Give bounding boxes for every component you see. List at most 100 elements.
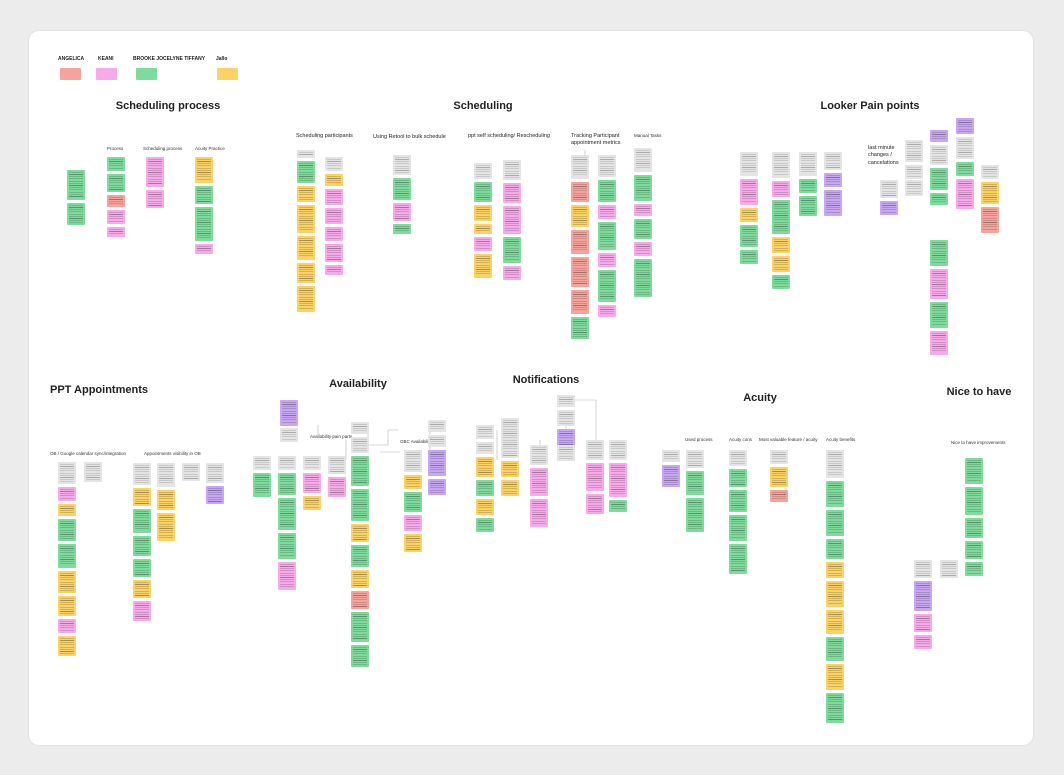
sticky-note-green[interactable] [67, 203, 85, 225]
sticky-note-gray[interactable] [404, 450, 422, 472]
sticky-note-green[interactable] [930, 193, 948, 205]
sticky-note-gray[interactable] [328, 456, 346, 474]
sticky-note-purple[interactable] [280, 400, 298, 426]
sticky-note-yellow[interactable] [297, 186, 315, 202]
sticky-note-green[interactable] [799, 179, 817, 193]
sticky-note-pink[interactable] [325, 189, 343, 205]
sticky-note-green[interactable] [740, 250, 758, 264]
sticky-note-gray[interactable] [981, 165, 999, 179]
sticky-note-yellow[interactable] [476, 499, 494, 515]
sticky-note-red[interactable] [571, 230, 589, 254]
sticky-note-green[interactable] [740, 225, 758, 247]
sticky-note-gray[interactable] [598, 155, 616, 177]
sticky-note-gray[interactable] [905, 165, 923, 179]
sticky-note-gray[interactable] [905, 180, 923, 196]
section-title-scheduling[interactable]: Scheduling [453, 100, 513, 112]
sticky-note-red[interactable] [351, 591, 369, 609]
sticky-note-green[interactable] [634, 175, 652, 201]
section-title-notifications[interactable]: Notifications [512, 374, 580, 386]
sticky-note-pink[interactable] [107, 210, 125, 224]
sticky-note-pink[interactable] [598, 253, 616, 267]
sticky-note-gray[interactable] [351, 422, 369, 434]
sticky-note-yellow[interactable] [303, 496, 321, 510]
sticky-note-yellow[interactable] [476, 457, 494, 477]
sticky-note-green[interactable] [476, 480, 494, 496]
sticky-note-purple[interactable] [880, 201, 898, 215]
sticky-note-green[interactable] [571, 317, 589, 339]
sticky-note-green[interactable] [965, 562, 983, 576]
sticky-note-gray[interactable] [824, 152, 842, 170]
sticky-note-pink[interactable] [146, 157, 164, 187]
sticky-note-gray[interactable] [297, 150, 315, 158]
sticky-note-yellow[interactable] [826, 562, 844, 578]
sticky-note-green[interactable] [253, 473, 271, 497]
sticky-note-green[interactable] [598, 222, 616, 250]
sticky-note-green[interactable] [772, 200, 790, 234]
sticky-note-yellow[interactable] [133, 580, 151, 598]
sticky-note-green[interactable] [826, 539, 844, 559]
sticky-note-gray[interactable] [303, 456, 321, 470]
sticky-note-purple[interactable] [428, 450, 446, 476]
sticky-note-gray[interactable] [133, 463, 151, 485]
section-title-nice-to-have[interactable]: Nice to have [946, 386, 1012, 398]
sticky-note-pink[interactable] [609, 463, 627, 497]
sticky-note-yellow[interactable] [501, 461, 519, 477]
sticky-note-gray[interactable] [351, 437, 369, 453]
sticky-note-gray[interactable] [428, 420, 446, 432]
sticky-note-gray[interactable] [880, 180, 898, 198]
sticky-note-pink[interactable] [303, 473, 321, 493]
sticky-note-gray[interactable] [772, 152, 790, 178]
sticky-note-gray[interactable] [940, 560, 958, 578]
sticky-note-green[interactable] [393, 224, 411, 234]
sticky-note-purple[interactable] [956, 118, 974, 134]
sticky-note-gray[interactable] [253, 456, 271, 470]
sticky-note-pink[interactable] [107, 227, 125, 237]
sticky-note-yellow[interactable] [826, 581, 844, 607]
sticky-note-gray[interactable] [325, 157, 343, 171]
sticky-note-green[interactable] [404, 492, 422, 512]
sticky-note-gray[interactable] [557, 445, 575, 461]
whiteboard-canvas[interactable] [29, 31, 1033, 745]
sticky-note-gray[interactable] [770, 450, 788, 464]
sticky-note-pink[interactable] [195, 244, 213, 254]
sticky-note-yellow[interactable] [58, 636, 76, 656]
sticky-note-yellow[interactable] [474, 224, 492, 234]
sticky-note-pink[interactable] [598, 205, 616, 219]
sticky-note-green[interactable] [965, 541, 983, 559]
sticky-note-pink[interactable] [133, 601, 151, 621]
sticky-note-pink[interactable] [393, 203, 411, 221]
sticky-note-gray[interactable] [157, 463, 175, 487]
sticky-note-green[interactable] [686, 471, 704, 495]
sticky-note-gray[interactable] [905, 140, 923, 162]
sticky-note-green[interactable] [133, 509, 151, 533]
sticky-note-gray[interactable] [476, 425, 494, 439]
sticky-note-yellow[interactable] [157, 490, 175, 510]
sticky-note-green[interactable] [729, 490, 747, 512]
sticky-note-gray[interactable] [84, 462, 102, 482]
sticky-note-yellow[interactable] [772, 237, 790, 253]
sticky-note-gray[interactable] [557, 395, 575, 407]
sticky-note-green[interactable] [965, 487, 983, 515]
sticky-note-red[interactable] [571, 257, 589, 287]
sticky-note-green[interactable] [393, 178, 411, 200]
sticky-note-yellow[interactable] [297, 286, 315, 312]
sticky-note-green[interactable] [686, 498, 704, 532]
sticky-note-pink[interactable] [325, 265, 343, 275]
legend-swatch[interactable] [96, 68, 117, 80]
sticky-note-yellow[interactable] [195, 157, 213, 183]
sticky-note-yellow[interactable] [826, 664, 844, 690]
sticky-note-green[interactable] [930, 302, 948, 328]
section-title-availability[interactable]: Availability [329, 378, 387, 390]
sticky-note-pink[interactable] [404, 515, 422, 531]
sticky-note-yellow[interactable] [325, 174, 343, 186]
sticky-note-gray[interactable] [278, 456, 296, 470]
sticky-note-yellow[interactable] [740, 208, 758, 222]
sticky-note-green[interactable] [609, 500, 627, 512]
sticky-note-gray[interactable] [634, 148, 652, 172]
sticky-note-gray[interactable] [280, 428, 298, 442]
sticky-note-gray[interactable] [501, 418, 519, 458]
sticky-note-gray[interactable] [914, 560, 932, 578]
sticky-note-pink[interactable] [503, 183, 521, 203]
sticky-note-green[interactable] [278, 473, 296, 495]
sticky-note-pink[interactable] [530, 499, 548, 527]
